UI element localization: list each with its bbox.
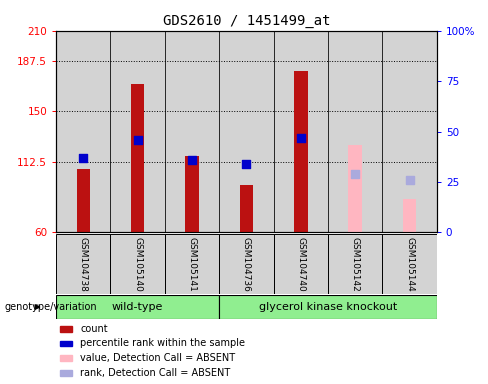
Bar: [328, 31, 383, 232]
Text: genotype/variation: genotype/variation: [5, 302, 98, 312]
Bar: [348, 145, 362, 232]
Point: [80, 155, 87, 161]
Bar: [131, 84, 144, 232]
Bar: [165, 234, 219, 294]
Point: [188, 157, 196, 163]
Text: GSM105140: GSM105140: [133, 237, 142, 291]
Point: [297, 134, 305, 141]
Bar: [60, 341, 73, 346]
Bar: [185, 156, 199, 232]
Bar: [56, 295, 219, 319]
Bar: [56, 234, 110, 294]
Text: GSM105144: GSM105144: [405, 237, 414, 291]
Text: glycerol kinase knockout: glycerol kinase knockout: [259, 302, 397, 312]
Point: [406, 177, 413, 183]
Bar: [60, 370, 73, 376]
Bar: [110, 234, 165, 294]
Text: GSM105142: GSM105142: [351, 237, 360, 291]
Bar: [219, 31, 274, 232]
Text: value, Detection Call = ABSENT: value, Detection Call = ABSENT: [80, 353, 235, 363]
Text: GSM105141: GSM105141: [187, 237, 197, 291]
Bar: [240, 185, 253, 232]
Text: GSM104736: GSM104736: [242, 237, 251, 291]
Bar: [165, 31, 219, 232]
Bar: [219, 295, 437, 319]
Bar: [403, 199, 416, 232]
Bar: [328, 234, 383, 294]
Bar: [383, 234, 437, 294]
Point: [243, 161, 250, 167]
Bar: [110, 31, 165, 232]
Bar: [294, 71, 307, 232]
Text: GSM104738: GSM104738: [79, 237, 88, 291]
Text: GSM104740: GSM104740: [296, 237, 305, 291]
Bar: [60, 326, 73, 332]
Title: GDS2610 / 1451499_at: GDS2610 / 1451499_at: [163, 14, 330, 28]
Text: wild-type: wild-type: [112, 302, 163, 312]
Text: count: count: [80, 324, 108, 334]
Text: rank, Detection Call = ABSENT: rank, Detection Call = ABSENT: [80, 368, 230, 378]
Bar: [274, 31, 328, 232]
Bar: [77, 169, 90, 232]
Bar: [274, 234, 328, 294]
Bar: [219, 234, 274, 294]
Bar: [383, 31, 437, 232]
Point: [351, 171, 359, 177]
Bar: [60, 355, 73, 361]
Bar: [56, 31, 110, 232]
Text: percentile rank within the sample: percentile rank within the sample: [80, 338, 245, 348]
Point: [134, 136, 142, 142]
